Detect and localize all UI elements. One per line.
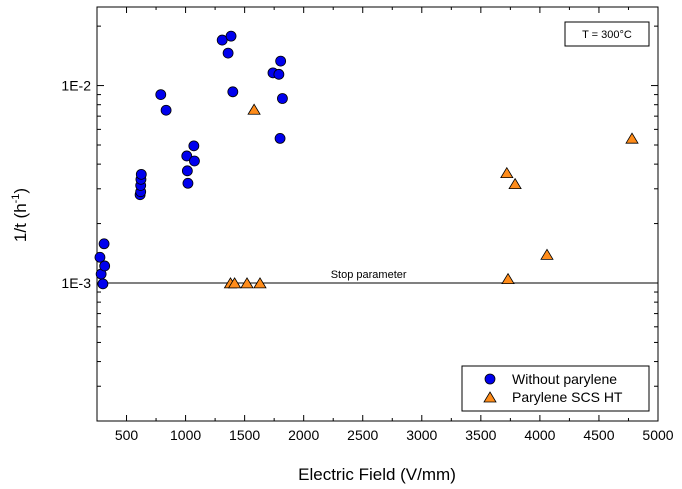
legend-label-without-parylene: Without parylene — [512, 371, 617, 387]
y-tick-label: 1E-2 — [61, 78, 91, 94]
point-without-parylene — [225, 30, 237, 42]
point-parylene-scs-ht — [500, 166, 514, 179]
temperature-annotation: T = 300°C — [582, 29, 632, 41]
point-parylene-scs-ht — [501, 272, 515, 285]
point-without-parylene — [135, 168, 147, 180]
y-axis-ticks: 1E-3 1E-2 — [61, 25, 658, 387]
point-parylene-scs-ht — [227, 277, 242, 289]
point-parylene-scs-ht — [508, 177, 522, 190]
data-points — [94, 30, 639, 290]
point-parylene-scs-ht — [247, 103, 261, 115]
point-without-parylene — [182, 177, 194, 189]
point-without-parylene — [181, 165, 193, 177]
x-tick-label: 1000 — [170, 427, 201, 443]
stop-parameter-label: Stop parameter — [331, 269, 407, 281]
point-without-parylene — [273, 68, 285, 80]
stop-parameter-line-group: Stop parameter — [97, 269, 658, 284]
x-tick-label: 2500 — [347, 427, 378, 443]
point-without-parylene — [155, 89, 167, 101]
y-axis-title-main: 1/t (h — [11, 203, 30, 242]
y-axis-title-sup: -1 — [10, 194, 22, 204]
point-parylene-scs-ht — [625, 132, 639, 144]
point-without-parylene — [189, 155, 200, 167]
plot-frame — [96, 6, 659, 422]
y-axis-title: 1/t (h-1) — [10, 188, 30, 242]
point-without-parylene — [216, 34, 228, 46]
x-tick-label: 2000 — [288, 427, 319, 443]
x-tick-label: 4500 — [583, 427, 614, 443]
point-without-parylene — [99, 260, 111, 272]
point-without-parylene — [227, 86, 239, 98]
point-parylene-scs-ht — [540, 248, 554, 260]
point-without-parylene — [160, 104, 172, 116]
point-parylene-scs-ht — [240, 277, 254, 289]
x-tick-label: 3500 — [465, 427, 496, 443]
point-without-parylene — [181, 150, 193, 162]
x-tick-label: 500 — [115, 427, 139, 443]
point-without-parylene — [94, 251, 106, 263]
point-without-parylene — [98, 238, 110, 250]
y-tick-label: 1E-3 — [61, 275, 91, 291]
legend-box — [461, 365, 650, 412]
point-parylene-scs-ht — [253, 277, 267, 289]
point-without-parylene — [97, 278, 109, 290]
temperature-annotation-box — [564, 21, 650, 47]
x-axis-ticks: 500 1000 1500 2000 2500 3000 3500 4000 4500 5000 — [115, 7, 674, 443]
x-tick-label: 4000 — [524, 427, 555, 443]
point-without-parylene — [277, 93, 288, 104]
legend-label-parylene-scs-ht: Parylene SCS HT — [512, 389, 623, 405]
legend: Without parylene Parylene SCS HT — [461, 365, 650, 412]
x-tick-label: 1500 — [229, 427, 260, 443]
point-without-parylene — [274, 133, 286, 144]
legend-marker-parylene-scs-ht — [483, 391, 497, 403]
x-tick-label: 5000 — [642, 427, 673, 443]
point-without-parylene — [222, 47, 234, 59]
y-axis-title-end: ) — [11, 188, 30, 194]
point-without-parylene — [188, 140, 200, 152]
x-tick-label: 3000 — [406, 427, 437, 443]
point-without-parylene — [275, 55, 287, 67]
legend-marker-without-parylene — [484, 373, 496, 385]
x-axis-title: Electric Field (V/mm) — [298, 465, 456, 484]
